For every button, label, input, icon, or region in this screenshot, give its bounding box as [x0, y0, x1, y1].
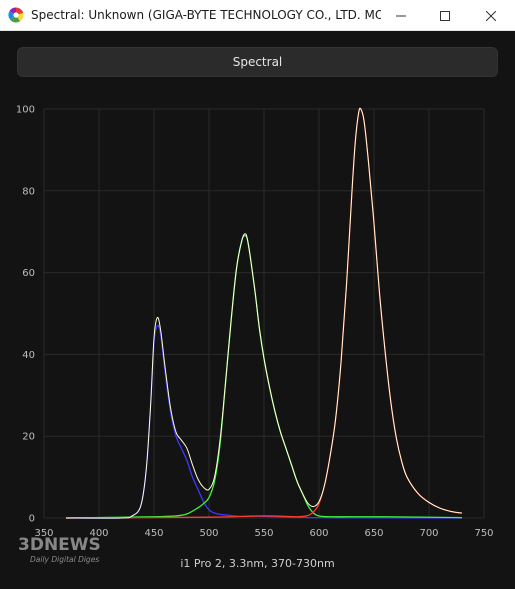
x-tick-label: 450 — [144, 528, 163, 539]
close-icon — [486, 10, 496, 21]
chart-grid — [43, 108, 485, 519]
series-line-white — [65, 107, 463, 519]
window-title: Spectral: Unknown (GIGA-BYTE TECHNOLOGY … — [31, 8, 381, 22]
y-tick-label: 100 — [16, 105, 35, 116]
maximize-icon — [440, 10, 450, 21]
x-tick-label: 550 — [254, 528, 273, 539]
close-button[interactable] — [468, 0, 514, 31]
chart-series — [65, 107, 463, 519]
watermark-main: 3DNEWS — [18, 535, 100, 555]
y-tick-label: 40 — [22, 350, 35, 361]
spectral-chart: 350 400 450 500 550 600 650 700 750 0 20 40 60 80 100 — [16, 105, 494, 540]
x-tick-label: 400 — [89, 528, 108, 539]
y-tick-label: 20 — [22, 432, 35, 443]
instrument-caption: i1 Pro 2, 3.3nm, 370-730nm — [180, 557, 335, 570]
x-tick-label: 600 — [309, 528, 328, 539]
minimize-icon — [396, 15, 406, 16]
app-icon — [8, 7, 24, 23]
y-tick-label: 0 — [29, 514, 35, 525]
chart-tick-labels: 350 400 450 500 550 600 650 700 750 0 20 40 60 80 100 — [16, 105, 494, 540]
watermark-sub: Daily Digital Digest — [30, 555, 100, 564]
title-bar: Spectral: Unknown (GIGA-BYTE TECHNOLOGY … — [0, 0, 515, 31]
x-tick-label: 700 — [419, 528, 438, 539]
x-tick-label: 500 — [199, 528, 218, 539]
y-tick-label: 60 — [22, 268, 35, 279]
x-tick-label: 750 — [474, 528, 493, 539]
spectral-selector-label: Spectral — [232, 55, 283, 69]
minimize-button[interactable] — [378, 0, 424, 31]
y-tick-label: 80 — [22, 186, 35, 197]
x-tick-label: 350 — [34, 528, 53, 539]
watermark-logo: 3DNEWS Daily Digital Digest — [18, 535, 100, 564]
spectral-selector[interactable]: Spectral — [17, 47, 498, 77]
x-tick-label: 650 — [364, 528, 383, 539]
maximize-button[interactable] — [422, 0, 468, 31]
